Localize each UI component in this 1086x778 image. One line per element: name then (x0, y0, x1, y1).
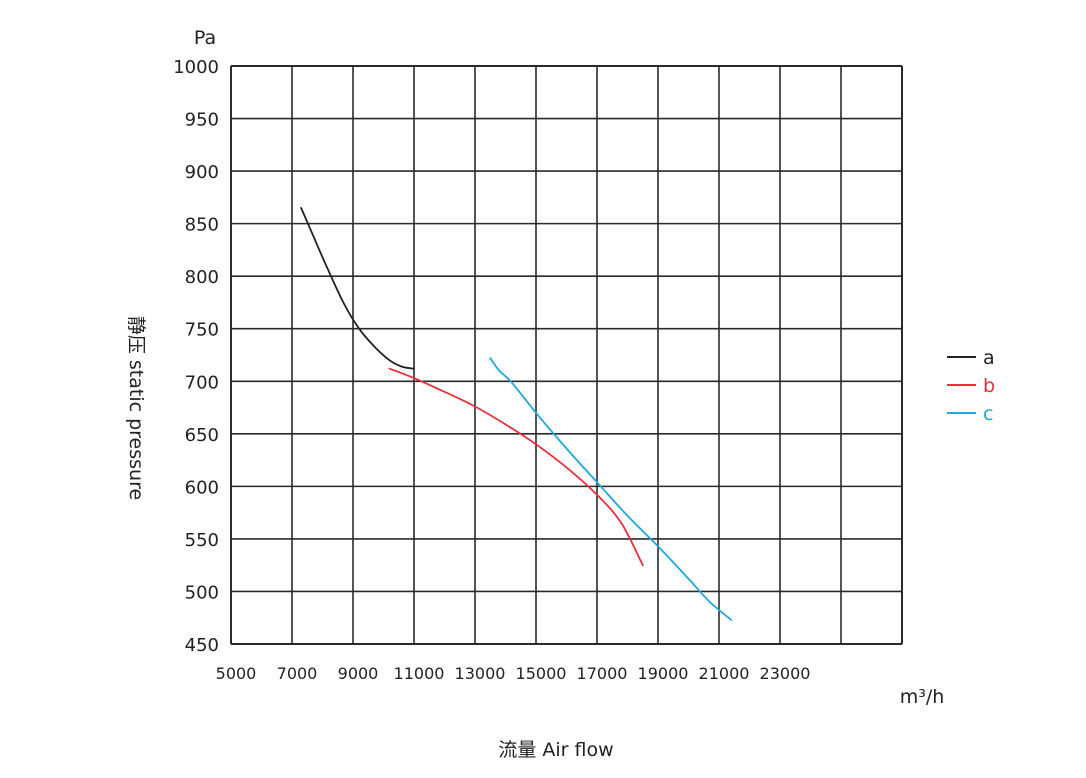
x-axis-ticks: 5000 7000 9000 11000 13000 15000 17000 19000 210… (216, 664, 811, 683)
y-axis-title: 静压 static pressure (125, 316, 147, 500)
series-lines (300, 207, 733, 621)
y-tick-label: 600 (185, 477, 219, 498)
y-tick-label: 950 (185, 110, 219, 131)
x-tick-label: 23000 (760, 664, 811, 683)
legend-label-a: a (983, 347, 995, 369)
x-tick-label: 13000 (455, 664, 506, 683)
y-tick-label: 1000 (173, 57, 219, 78)
x-tick-label: 17000 (577, 664, 628, 683)
x-unit-label: m³/h (900, 686, 945, 708)
x-tick-label: 7000 (277, 664, 318, 683)
y-tick-label: 900 (185, 162, 219, 183)
x-tick-label: 19000 (638, 664, 689, 683)
series-line-c (489, 357, 733, 621)
y-tick-label: 450 (185, 635, 219, 656)
x-tick-label: 5000 (216, 664, 257, 683)
x-tick-label: 11000 (394, 664, 445, 683)
y-tick-label: 750 (185, 320, 219, 341)
legend-label-c: c (983, 403, 993, 425)
y-tick-label: 700 (185, 372, 219, 393)
legend: abc (947, 347, 995, 425)
legend-label-b: b (983, 375, 995, 397)
grid (230, 65, 903, 645)
y-tick-label: 650 (185, 425, 219, 446)
y-tick-label: 550 (185, 530, 219, 551)
y-tick-label: 850 (185, 215, 219, 236)
x-tick-label: 9000 (338, 664, 379, 683)
x-tick-label: 15000 (516, 664, 567, 683)
y-unit-label: Pa (194, 27, 216, 49)
series-line-a (300, 207, 415, 370)
y-tick-label: 800 (185, 267, 219, 288)
series-line-b (388, 367, 644, 567)
x-axis-title: 流量 Air flow (498, 739, 613, 761)
y-tick-label: 500 (185, 582, 219, 603)
y-axis-ticks: 450 500 550 600 650 700 750 800 850 900 950 1000 (173, 57, 219, 656)
x-tick-label: 21000 (699, 664, 750, 683)
